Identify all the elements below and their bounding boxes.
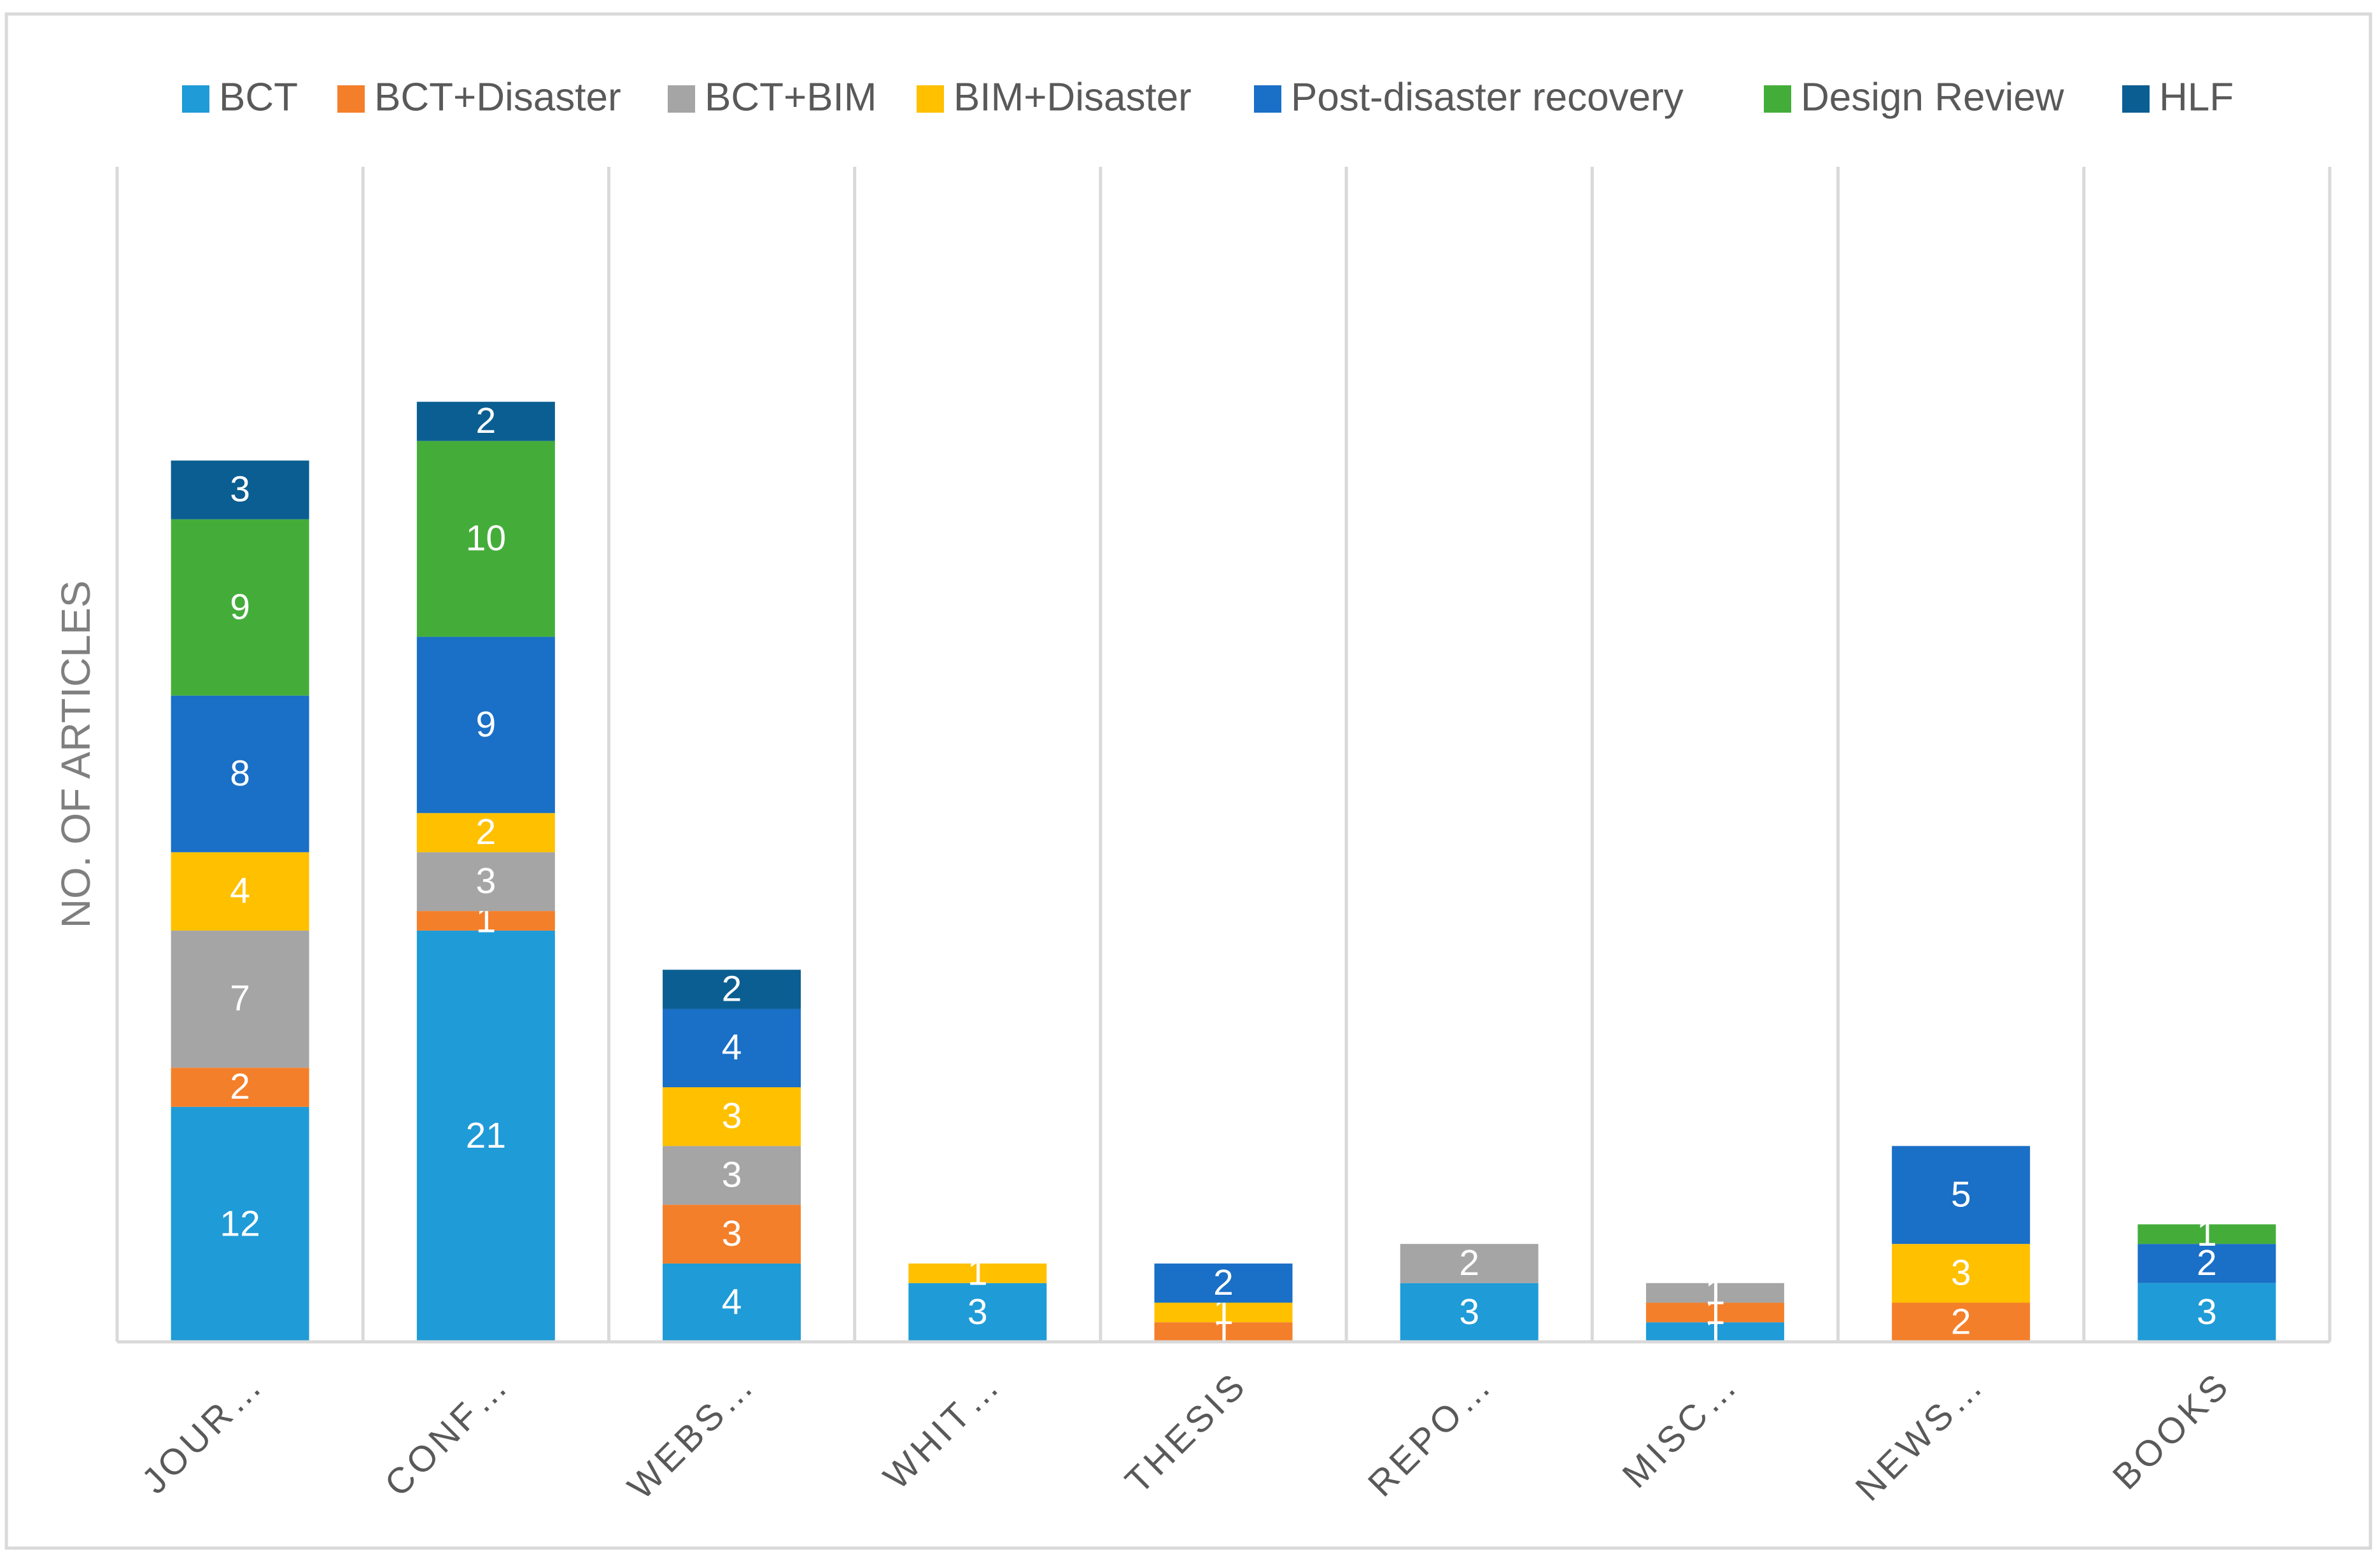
bar-segment: [1645, 1302, 1784, 1323]
bar-segment: [663, 1263, 801, 1342]
bar-segment: [908, 1263, 1047, 1283]
bar-segment: [663, 1008, 801, 1088]
bar-segment: [416, 637, 555, 814]
bar-segment: [1400, 1244, 1539, 1283]
bar-segment: [2137, 1224, 2276, 1244]
bar-segment: [1892, 1146, 2031, 1244]
legend-swatch: [182, 85, 209, 113]
bar-segment: [171, 1067, 309, 1107]
bar-segment: [416, 930, 555, 1342]
data-label: 21: [466, 1115, 506, 1156]
legend-label: BCT: [219, 75, 298, 119]
legend-swatch: [1254, 85, 1281, 113]
data-label: 12: [220, 1203, 260, 1244]
bar-segment: [663, 969, 801, 1009]
data-label: 7: [230, 978, 250, 1019]
bar-segment: [171, 930, 309, 1068]
legend-swatch: [917, 85, 944, 113]
data-label: 3: [968, 1292, 988, 1332]
bar-segment: [416, 852, 555, 912]
data-label: 3: [722, 1213, 742, 1254]
bar-segment: [1645, 1322, 1784, 1342]
bar-segment: [2137, 1283, 2276, 1342]
bar-segment: [1400, 1283, 1539, 1342]
data-label: 5: [1951, 1174, 1971, 1215]
bar-segment: [171, 1106, 309, 1342]
bar-segment: [663, 1204, 801, 1264]
legend-swatch: [1764, 85, 1791, 113]
data-label: 2: [230, 1066, 250, 1107]
legend-label: BCT+Disaster: [374, 75, 621, 119]
bar-segment: [1645, 1283, 1784, 1303]
legend-label: HLF: [2159, 75, 2234, 119]
bar-segment: [171, 852, 309, 931]
data-label: 1: [1705, 1272, 1726, 1313]
data-label: 3: [722, 1155, 742, 1195]
y-axis-label: NO. OF ARTICLES: [53, 581, 99, 929]
bar-segment: [171, 519, 309, 696]
bar-segment: [171, 460, 309, 519]
bar-segment: [2137, 1244, 2276, 1283]
data-label: 2: [1951, 1301, 1971, 1342]
bar-segment: [1892, 1302, 2031, 1342]
bar-segment: [908, 1283, 1047, 1342]
data-label: 3: [1951, 1252, 1971, 1293]
data-label: 3: [722, 1096, 742, 1136]
data-label: 2: [722, 968, 742, 1009]
data-label: 2: [1213, 1262, 1234, 1303]
data-label: 4: [722, 1282, 742, 1323]
legend-label: BIM+Disaster: [954, 75, 1192, 119]
bar-segment: [416, 911, 555, 931]
legend-swatch: [2122, 85, 2150, 113]
bar-segment: [416, 813, 555, 852]
legend-label: Post-disaster recovery: [1291, 75, 1684, 119]
legend-label: BCT+BIM: [705, 75, 877, 119]
data-label: 3: [1459, 1292, 1479, 1332]
data-label: 2: [2197, 1243, 2217, 1283]
data-label: 2: [475, 812, 496, 852]
data-label: 8: [230, 753, 250, 794]
legend-swatch: [337, 85, 365, 113]
bar-segment: [663, 1146, 801, 1205]
bar-segment: [1892, 1244, 2031, 1303]
data-label: 3: [230, 469, 250, 510]
legend-label: Design Review: [1801, 75, 2064, 119]
legend-swatch: [668, 85, 695, 113]
bar-segment: [416, 402, 555, 441]
data-label: 10: [466, 518, 506, 559]
bar-segment: [1154, 1322, 1293, 1342]
data-label: 3: [2197, 1292, 2217, 1332]
data-label: 3: [475, 861, 496, 901]
data-label: 1: [968, 1252, 988, 1293]
bar-segment: [1154, 1302, 1293, 1323]
data-label: 9: [475, 704, 496, 745]
data-label: 1: [2197, 1213, 2217, 1254]
bar-segment: [171, 695, 309, 852]
data-label: 4: [230, 870, 250, 911]
bar-segment: [1154, 1263, 1293, 1303]
bar-segment: [663, 1087, 801, 1146]
data-label: 2: [475, 400, 496, 441]
data-label: 4: [722, 1027, 742, 1068]
data-label: 9: [230, 586, 250, 627]
data-label: 2: [1459, 1243, 1479, 1283]
bar-segment: [416, 440, 555, 637]
